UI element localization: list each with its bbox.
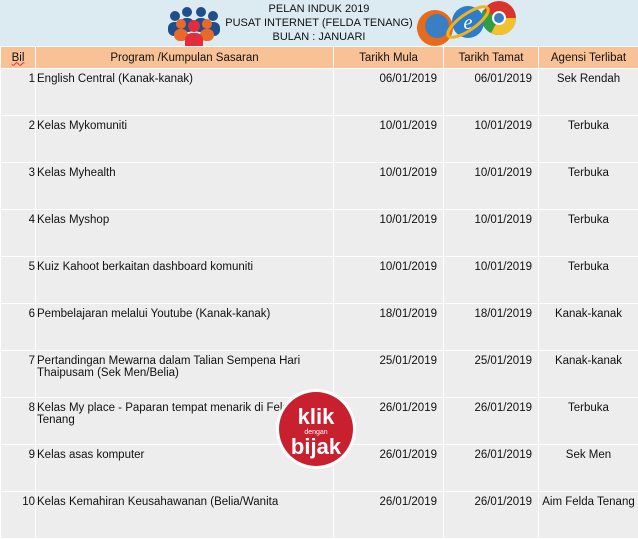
- row-tarikh-tamat: 10/01/2019: [444, 257, 539, 304]
- row-bil: 4: [1, 210, 36, 257]
- row-tarikh-tamat: 26/01/2019: [444, 492, 539, 539]
- row-bil: 9: [1, 445, 36, 492]
- row-tarikh-tamat: 10/01/2019: [444, 210, 539, 257]
- row-bil: 5: [1, 257, 36, 304]
- row-program: Kelas Mykomuniti: [36, 116, 334, 163]
- row-program: Kelas Myshop: [36, 210, 334, 257]
- klik-dengan-bijak-logo: klik dengan bijak: [275, 388, 357, 470]
- row-agensi: Sek Men: [539, 445, 638, 492]
- row-program: Kelas Kemahiran Keusahawanan (Belia/Wani…: [36, 492, 334, 539]
- row-agensi: Terbuka: [539, 257, 638, 304]
- row-program: Pembelajaran melalui Youtube (Kanak-kana…: [36, 304, 334, 351]
- col-tarikh-mula: Tarikh Mula: [334, 47, 444, 69]
- row-agensi: Terbuka: [539, 116, 638, 163]
- row-tarikh-tamat: 18/01/2019: [444, 304, 539, 351]
- row-agensi: Sek Rendah: [539, 69, 638, 116]
- title-line-2: PUSAT INTERNET (FELDA TENANG): [0, 16, 638, 30]
- row-tarikh-tamat: 26/01/2019: [444, 445, 539, 492]
- row-bil: 6: [1, 304, 36, 351]
- row-program: Kelas Myhealth: [36, 163, 334, 210]
- row-tarikh-tamat: 26/01/2019: [444, 398, 539, 445]
- row-program: Kuiz Kahoot berkaitan dashboard komuniti: [36, 257, 334, 304]
- col-bil: Bil: [1, 47, 36, 69]
- row-tarikh-tamat: 06/01/2019: [444, 69, 539, 116]
- row-tarikh-mula: 06/01/2019: [334, 69, 444, 116]
- row-bil: 7: [1, 351, 36, 398]
- row-tarikh-tamat: 25/01/2019: [444, 351, 539, 398]
- row-agensi: Aim Felda Tenang: [539, 492, 638, 539]
- table-header-row: Bil Program /Kumpulan Sasaran Tarikh Mul…: [1, 47, 638, 69]
- col-tarikh-tamat: Tarikh Tamat: [444, 47, 539, 69]
- row-bil: 8: [1, 398, 36, 445]
- col-agensi: Agensi Terlibat: [539, 47, 638, 69]
- row-bil: 2: [1, 116, 36, 163]
- row-bil: 1: [1, 69, 36, 116]
- row-tarikh-mula: 10/01/2019: [334, 116, 444, 163]
- row-agensi: Terbuka: [539, 398, 638, 445]
- plan-title-banner: PELAN INDUK 2019 PUSAT INTERNET (FELDA T…: [0, 0, 638, 47]
- row-tarikh-mula: 10/01/2019: [334, 257, 444, 304]
- row-agensi: Terbuka: [539, 163, 638, 210]
- badge-text-bijak: bijak: [291, 434, 342, 459]
- row-agensi: Kanak-kanak: [539, 351, 638, 398]
- row-program: English Central (Kanak-kanak): [36, 69, 334, 116]
- row-agensi: Kanak-kanak: [539, 304, 638, 351]
- web-browsers-icon: e: [413, 0, 523, 48]
- col-program: Program /Kumpulan Sasaran: [36, 47, 334, 69]
- row-tarikh-tamat: 10/01/2019: [444, 116, 539, 163]
- row-tarikh-mula: 10/01/2019: [334, 163, 444, 210]
- svg-text:e: e: [464, 12, 473, 34]
- row-agensi: Terbuka: [539, 210, 638, 257]
- row-tarikh-mula: 18/01/2019: [334, 304, 444, 351]
- row-bil: 10: [1, 492, 36, 539]
- title-line-3: BULAN : JANUARI: [0, 30, 638, 44]
- row-tarikh-mula: 10/01/2019: [334, 210, 444, 257]
- row-tarikh-tamat: 10/01/2019: [444, 163, 539, 210]
- row-bil: 3: [1, 163, 36, 210]
- title-line-1: PELAN INDUK 2019: [0, 2, 638, 16]
- row-tarikh-mula: 26/01/2019: [334, 492, 444, 539]
- badge-text-klik: klik: [298, 404, 335, 429]
